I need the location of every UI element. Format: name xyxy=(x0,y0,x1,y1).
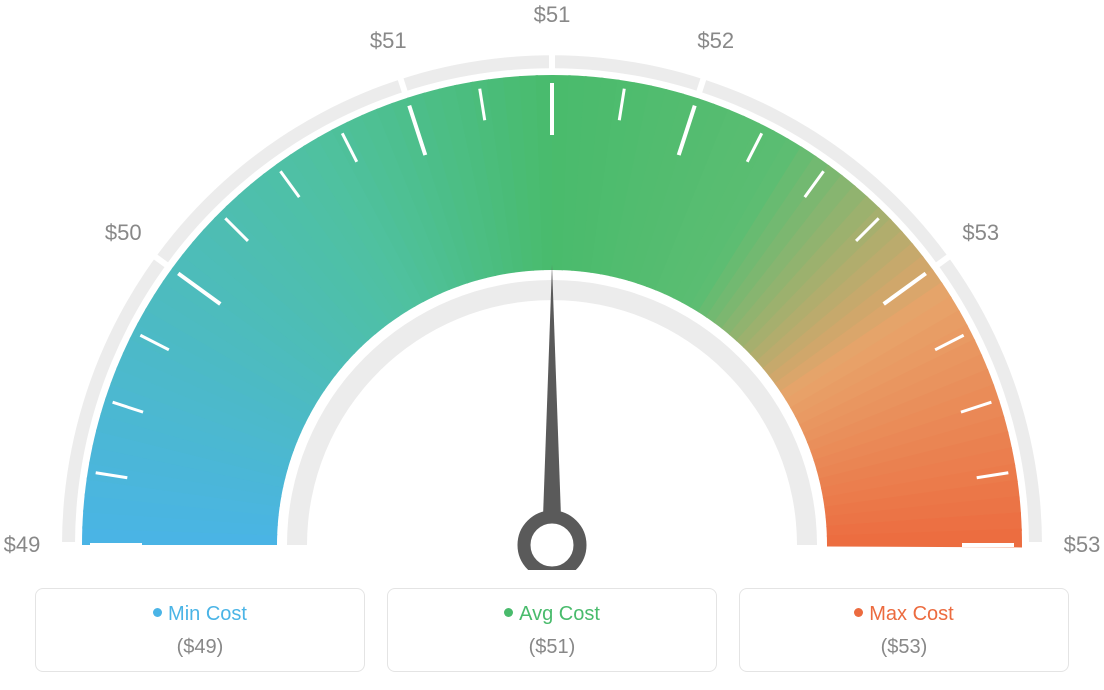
legend-dot-icon xyxy=(504,608,513,617)
legend-card-title: Min Cost xyxy=(36,603,364,626)
cost-gauge-chart: $49 $50 $51 $51 $52 $53 $53 xyxy=(0,0,1104,570)
legend-card-title: Avg Cost xyxy=(388,603,716,626)
gauge-tick-label: $51 xyxy=(370,28,407,54)
gauge-tick-label: $50 xyxy=(105,220,142,246)
legend-card-value: ($53) xyxy=(740,636,1068,659)
legend-card-title: Max Cost xyxy=(740,603,1068,626)
legend-row: Min Cost ($49) Avg Cost ($51) Max Cost ($53) xyxy=(0,588,1104,672)
gauge-tick-label: $53 xyxy=(962,220,999,246)
legend-card: Min Cost ($49) xyxy=(35,588,365,672)
legend-dot-icon xyxy=(153,608,162,617)
gauge-tick-label: $52 xyxy=(697,28,734,54)
gauge-tick-label: $49 xyxy=(4,532,41,558)
gauge-needle-ring xyxy=(524,517,580,570)
gauge-needle xyxy=(542,265,562,545)
gauge-svg xyxy=(0,0,1104,570)
legend-card: Avg Cost ($51) xyxy=(387,588,717,672)
gauge-tick-label: $51 xyxy=(534,2,571,28)
legend-card-value: ($49) xyxy=(36,636,364,659)
legend-dot-icon xyxy=(854,608,863,617)
legend-card: Max Cost ($53) xyxy=(739,588,1069,672)
gauge-tick-label: $53 xyxy=(1064,532,1101,558)
legend-card-value: ($51) xyxy=(388,636,716,659)
